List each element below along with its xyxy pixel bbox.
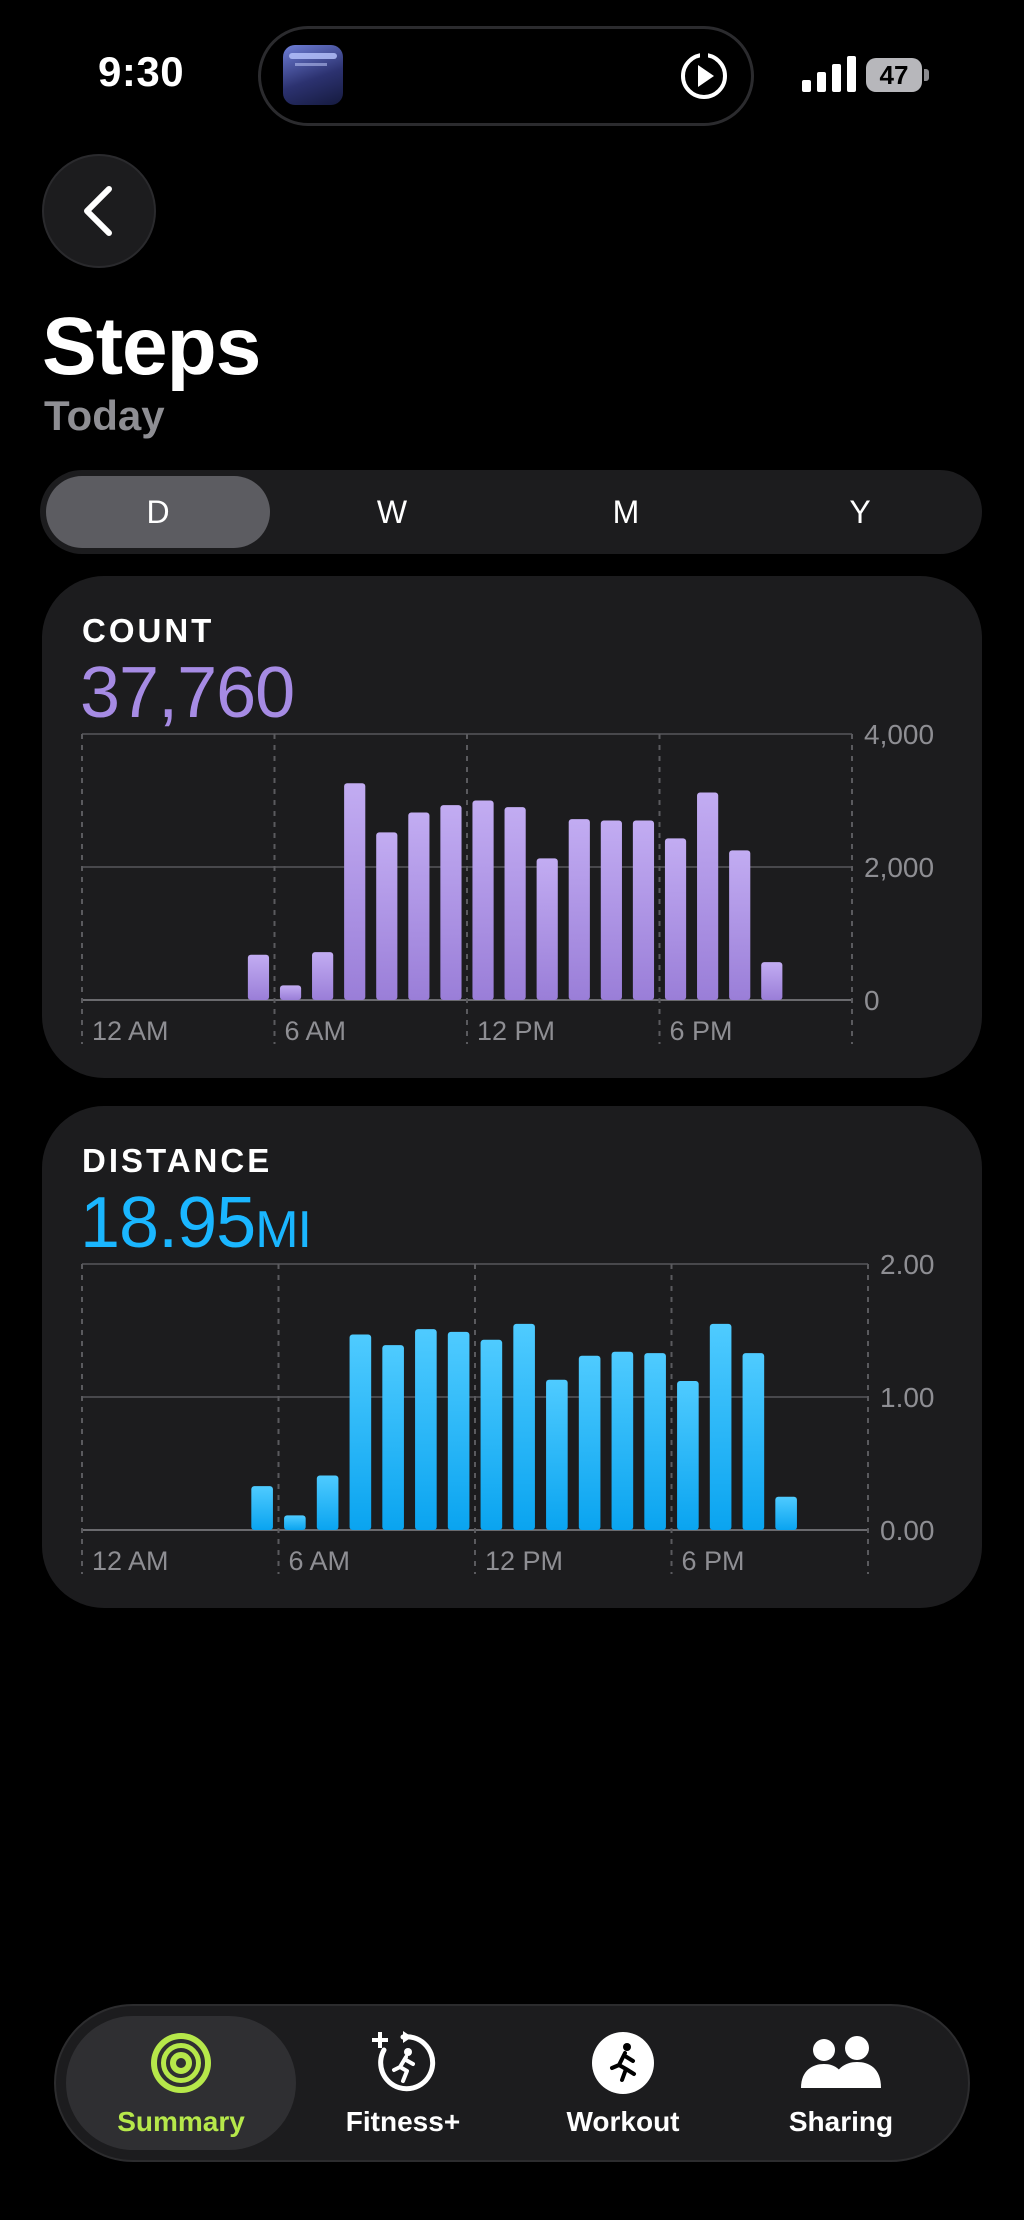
x-tick-label: 12 AM xyxy=(92,1016,169,1046)
count-bar[interactable] xyxy=(536,858,558,1000)
tab-bar: Summary Fitness+ Workout Sharing xyxy=(54,2004,970,2162)
count-chart[interactable]: 0 2,000 4,000 12 AM 6 AM 12 PM 6 PM xyxy=(42,576,982,1078)
status-time: 9:30 xyxy=(98,48,185,95)
back-button[interactable] xyxy=(42,154,156,268)
distance-bar[interactable] xyxy=(546,1379,568,1530)
y-tick-label: 4,000 xyxy=(864,719,934,750)
tab-sharing[interactable]: Sharing xyxy=(732,2006,950,2160)
count-bar[interactable] xyxy=(312,952,334,1000)
distance-bar[interactable] xyxy=(349,1334,372,1530)
count-card[interactable]: COUNT 37,760 0 2,000 4,000 12 AM 6 AM 12 PM 6 … xyxy=(42,576,982,1078)
count-bar[interactable] xyxy=(408,812,430,1000)
count-bar[interactable] xyxy=(344,783,366,1000)
distance-value: 18.95MI xyxy=(80,1182,312,1264)
count-bar[interactable] xyxy=(600,820,622,1000)
count-bar[interactable] xyxy=(376,832,398,1000)
distance-bar[interactable] xyxy=(644,1353,666,1530)
distance-bar[interactable] xyxy=(611,1351,634,1530)
activity-rings-icon xyxy=(151,2033,211,2093)
distance-number: 18.95 xyxy=(80,1183,256,1263)
x-tick-label: 6 PM xyxy=(682,1546,745,1576)
distance-bar[interactable] xyxy=(513,1323,535,1530)
page-subtitle: Today xyxy=(44,392,165,439)
battery-icon: 47 xyxy=(866,58,930,92)
dynamic-island[interactable] xyxy=(258,26,754,126)
tab-fitness-plus-label: Fitness+ xyxy=(345,2106,461,2137)
album-art-icon xyxy=(283,45,343,105)
distance-bar[interactable] xyxy=(447,1331,470,1530)
distance-chart[interactable]: 0.00 1.00 2.00 12 AM 6 AM 12 PM 6 PM xyxy=(42,1106,982,1608)
tab-sharing-label: Sharing xyxy=(788,2106,894,2137)
distance-bar[interactable] xyxy=(415,1329,437,1530)
y-tick-label: 0 xyxy=(864,985,880,1016)
count-bar[interactable] xyxy=(440,805,462,1000)
x-tick-label: 12 AM xyxy=(92,1546,169,1576)
x-tick-label: 12 PM xyxy=(477,1016,555,1046)
tab-workout-label: Workout xyxy=(566,2106,680,2137)
distance-bar[interactable] xyxy=(709,1323,732,1530)
x-tick-label: 6 AM xyxy=(289,1546,351,1576)
distance-bar[interactable] xyxy=(251,1486,273,1530)
distance-bar[interactable] xyxy=(578,1355,601,1530)
tab-fitness-plus[interactable]: Fitness+ xyxy=(294,2006,512,2160)
y-tick-label: 0.00 xyxy=(880,1515,935,1546)
battery-level: 47 xyxy=(866,58,922,92)
count-bar[interactable] xyxy=(568,819,590,1000)
workout-runner-icon xyxy=(592,2032,654,2094)
segment-week[interactable]: W xyxy=(376,493,408,530)
count-bar[interactable] xyxy=(761,962,783,1000)
tab-workout[interactable]: Workout xyxy=(514,2006,732,2160)
segment-month[interactable]: M xyxy=(612,493,640,530)
count-bar[interactable] xyxy=(279,985,302,1000)
sharing-people-icon xyxy=(801,2036,881,2088)
y-tick-label: 2,000 xyxy=(864,852,934,883)
count-bar[interactable] xyxy=(729,850,751,1000)
x-tick-label: 6 PM xyxy=(670,1016,733,1046)
segment-year[interactable]: Y xyxy=(849,493,871,530)
x-tick-label: 6 AM xyxy=(285,1016,347,1046)
page-title: Steps xyxy=(42,301,261,392)
cellular-signal-icon xyxy=(802,56,856,92)
y-tick-label: 2.00 xyxy=(880,1249,935,1280)
distance-bar[interactable] xyxy=(284,1515,306,1530)
distance-label: DISTANCE xyxy=(82,1142,273,1179)
count-bar[interactable] xyxy=(504,807,526,1000)
chevron-left-icon xyxy=(84,186,112,236)
tab-summary-label: Summary xyxy=(117,2106,245,2137)
count-value: 37,760 xyxy=(80,653,295,733)
distance-bar[interactable] xyxy=(775,1496,797,1530)
count-bar[interactable] xyxy=(632,820,655,1000)
count-bar[interactable] xyxy=(247,954,270,1000)
distance-bar[interactable] xyxy=(677,1381,699,1530)
segment-day[interactable]: D xyxy=(46,476,270,548)
now-playing-icon xyxy=(681,53,727,99)
count-bar[interactable] xyxy=(472,800,494,1001)
count-bar[interactable] xyxy=(697,792,719,1000)
distance-bar[interactable] xyxy=(480,1339,503,1530)
distance-bar[interactable] xyxy=(742,1353,765,1530)
distance-bar[interactable] xyxy=(316,1475,339,1530)
time-range-segmented-control: D W M Y xyxy=(40,470,982,554)
distance-unit: MI xyxy=(255,1201,312,1259)
tab-summary[interactable]: Summary xyxy=(66,2016,296,2150)
x-tick-label: 12 PM xyxy=(485,1546,563,1576)
count-bar[interactable] xyxy=(664,838,687,1000)
y-tick-label: 1.00 xyxy=(880,1382,935,1413)
fitness-plus-icon xyxy=(372,2031,436,2092)
count-label: COUNT xyxy=(82,612,215,649)
distance-bar[interactable] xyxy=(382,1345,404,1530)
distance-card[interactable]: DISTANCE 18.95MI 0.00 1.00 2.00 12 AM 6 AM 12… xyxy=(42,1106,982,1608)
